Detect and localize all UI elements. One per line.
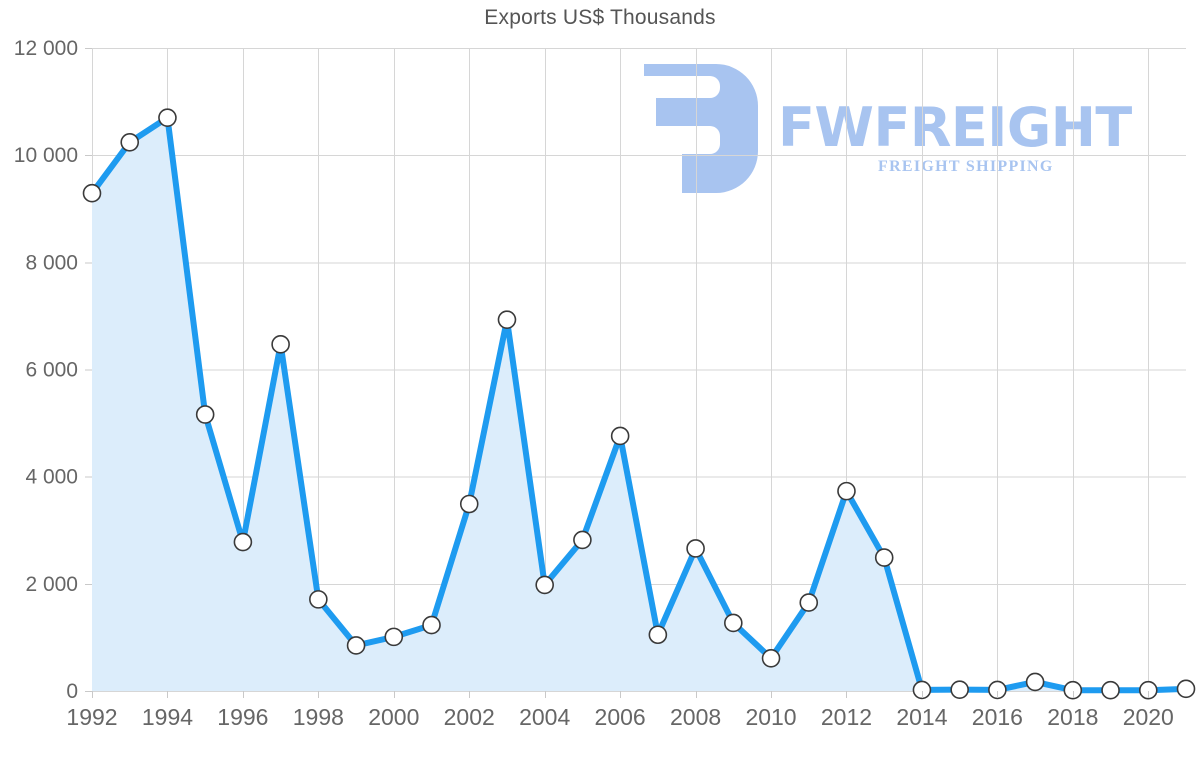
data-point-marker[interactable]: 2018: 15 — [1063, 680, 1083, 700]
series-area — [92, 117, 1186, 691]
x-axis-tick-label: 1994 — [142, 704, 193, 730]
data-point-marker[interactable]: 2008: 2660 — [686, 539, 705, 558]
x-axis-tick-label: 2012 — [821, 704, 872, 730]
x-axis-tick-label: 1998 — [293, 704, 344, 730]
data-point-marker[interactable]: 2015: 25 — [950, 680, 969, 699]
data-point-marker[interactable]: 2014: 20 — [912, 680, 932, 700]
data-point-marker[interactable]: 1996: 2780 — [233, 532, 253, 552]
y-axis-tick-label: 6 000 — [25, 359, 78, 382]
data-point-marker[interactable]: 2020: 15 — [1138, 680, 1158, 700]
data-point-marker[interactable]: 2016: 20 — [988, 680, 1007, 700]
data-point-marker[interactable]: 1998: 1710 — [309, 590, 328, 609]
data-point-marker[interactable]: 2002: 3490 — [459, 494, 479, 514]
x-axis-tick-label: 2010 — [745, 704, 796, 730]
x-axis-labels: 1992 1994 1996 1998 2000 2002 2004 2006 2008 2010… — [66, 691, 1174, 730]
data-point-marker[interactable]: 1992: 9290 — [82, 183, 102, 203]
x-axis-tick-label: 2006 — [595, 704, 646, 730]
y-axis-tick-label: 12 000 — [14, 37, 78, 60]
series-markers: 1992: 9290 1993: 10240 1994: 10700 1995: 51… — [82, 108, 1196, 700]
data-point-marker[interactable]: 2010: 610 — [761, 649, 781, 668]
x-axis-tick-label: 2008 — [670, 704, 721, 730]
data-point-marker[interactable]: 2001: 1230 — [422, 615, 441, 635]
x-axis-tick-label: 2018 — [1047, 704, 1098, 730]
data-point-marker[interactable]: 2009: 1270 — [724, 613, 743, 633]
data-point-marker[interactable]: 2011: 1650 — [799, 593, 819, 612]
y-axis-tick-label: 4 000 — [25, 466, 78, 489]
data-point-marker[interactable]: 2012: 3730 — [837, 481, 856, 501]
x-axis-tick-label: 1996 — [217, 704, 268, 730]
x-axis-tick-label: 2004 — [519, 704, 570, 730]
data-point-marker[interactable]: 1999: 850 — [346, 636, 366, 655]
data-point-marker[interactable]: 2013: 2490 — [874, 548, 894, 567]
data-point-marker[interactable]: 2000: 1010 — [384, 627, 404, 647]
data-point-marker[interactable]: 2006: 4760 — [610, 426, 630, 446]
y-axis-tick-label: 2 000 — [25, 573, 78, 596]
chart-title: Exports US$ Thousands — [484, 6, 716, 29]
data-point-marker[interactable]: 2004: 1980 — [535, 575, 554, 595]
data-point-marker[interactable]: 2017: 170 — [1025, 672, 1045, 692]
y-axis-tick-label: 0 — [66, 680, 78, 703]
data-point-marker[interactable]: 2021: 40 — [1176, 679, 1196, 699]
x-axis-tick-label: 2020 — [1123, 704, 1174, 730]
data-point-marker[interactable]: 1993: 10240 — [120, 133, 140, 152]
x-axis-tick-label: 2002 — [444, 704, 495, 730]
x-axis-tick-label: 1992 — [66, 704, 117, 730]
y-axis-labels: 0 2 000 4 000 6 000 8 000 10 000 12 000 — [14, 37, 92, 703]
data-point-marker[interactable]: 1997: 6470 — [271, 335, 290, 354]
data-point-marker[interactable]: 1995: 5160 — [195, 405, 215, 424]
x-axis-tick-label: 2000 — [368, 704, 419, 730]
x-axis-tick-label: 2014 — [896, 704, 947, 730]
data-point-marker[interactable]: 2019: 15 — [1101, 680, 1120, 700]
data-point-marker[interactable]: 2003: 6930 — [497, 310, 517, 329]
y-axis-tick-label: 10 000 — [14, 144, 78, 167]
y-axis-tick-label: 8 000 — [25, 251, 78, 274]
series-area-group — [92, 117, 1186, 691]
data-point-marker[interactable]: 1994: 10700 — [158, 108, 177, 127]
data-point-marker[interactable]: 2005: 2820 — [573, 530, 592, 550]
x-axis-tick-label: 2016 — [972, 704, 1023, 730]
data-point-marker[interactable]: 2007: 1050 — [648, 625, 668, 645]
